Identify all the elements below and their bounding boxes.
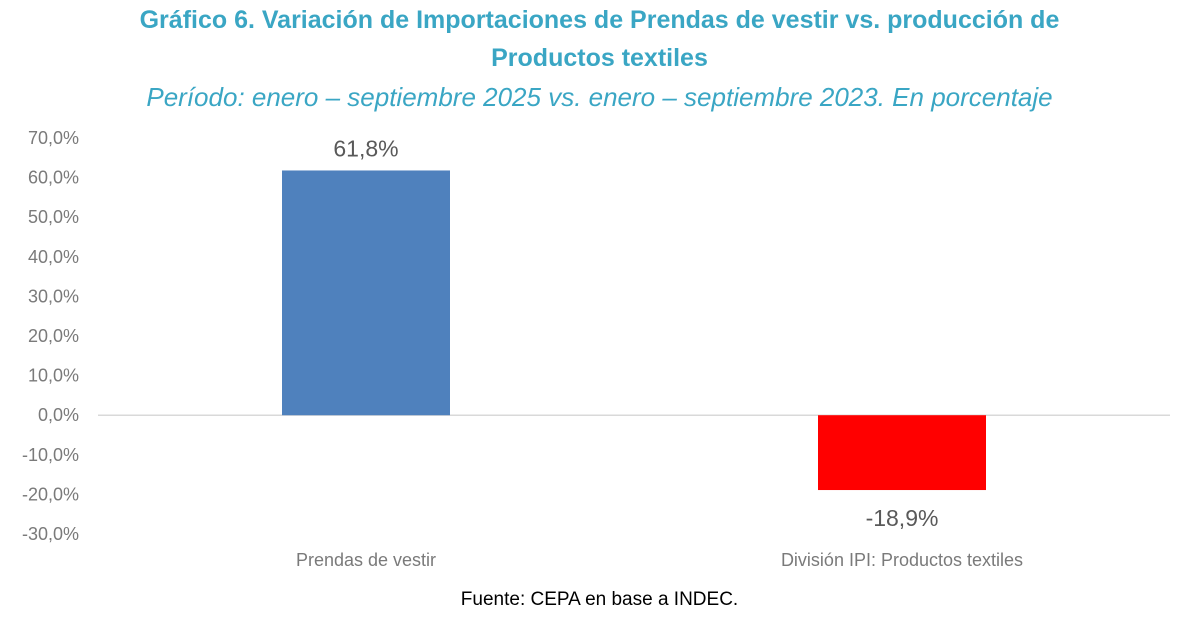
y-axis-ticks: 70,0% 60,0% 50,0% 40,0% 30,0% 20,0% 10,0% 0,0% -… [22,128,79,544]
bars [282,170,986,491]
data-label: -18,9% [866,505,939,531]
y-tick-label: -30,0% [22,524,79,544]
x-axis-categories: Prendas de vestir División IPI: Productos… [296,550,1023,570]
y-tick-label: 0,0% [38,405,79,425]
data-label: 61,8% [333,135,398,161]
bar-2 [818,415,986,491]
y-tick-label: 40,0% [28,247,79,267]
y-tick-label: 20,0% [28,326,79,346]
chart-subtitle: Período: enero – septiembre 2025 vs. ene… [146,82,1053,112]
data-labels: 61,8% -18,9% [333,135,938,531]
y-tick-label: -10,0% [22,445,79,465]
bar-1 [282,170,450,416]
y-tick-label: 70,0% [28,128,79,148]
x-category-label: Prendas de vestir [296,550,436,570]
chart-title-line-1: Gráfico 6. Variación de Importaciones de… [139,6,1060,34]
x-category-label: División IPI: Productos textiles [781,550,1023,570]
y-tick-label: -20,0% [22,484,79,504]
y-tick-label: 30,0% [28,286,79,306]
chart-title-line-2: Productos textiles [491,44,708,72]
y-tick-label: 10,0% [28,366,79,386]
y-tick-label: 60,0% [28,168,79,188]
y-tick-label: 50,0% [28,207,79,227]
source-note: Fuente: CEPA en base a INDEC. [460,589,739,610]
